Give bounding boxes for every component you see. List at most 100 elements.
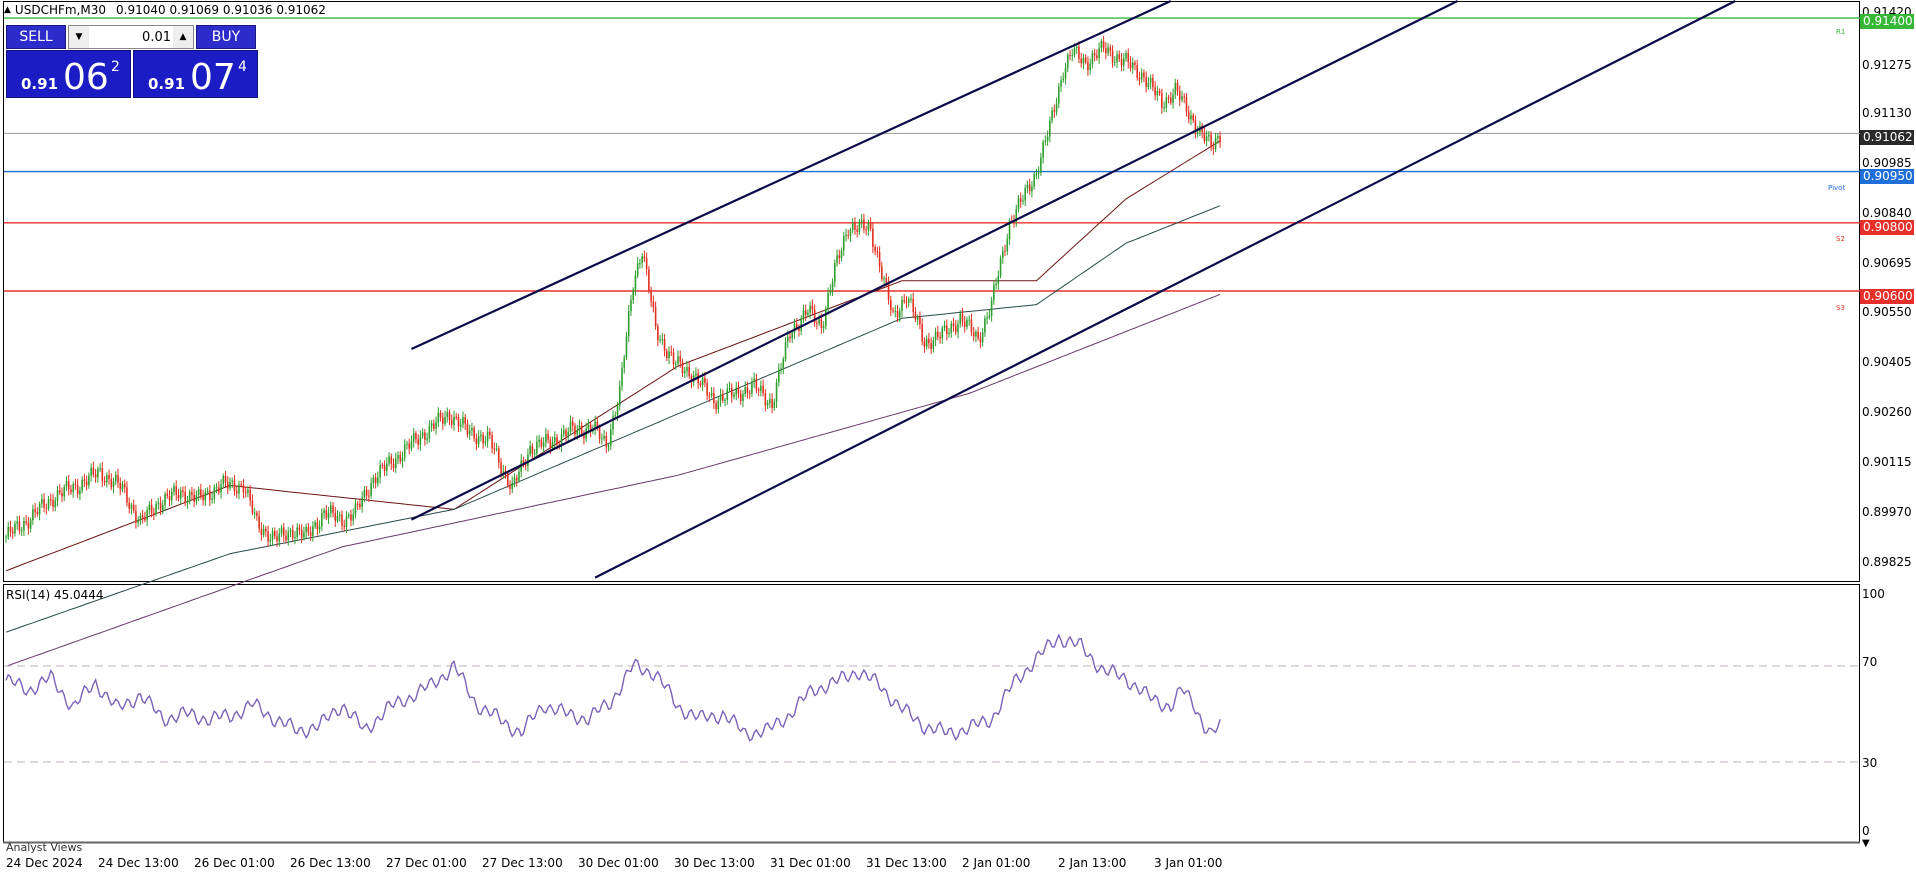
candle-body xyxy=(471,427,473,431)
price-axis-label: 0.90260 xyxy=(1862,405,1912,419)
candle-body xyxy=(462,417,464,425)
candle-body xyxy=(251,500,254,513)
candle-body xyxy=(811,305,814,310)
candle-body xyxy=(446,412,449,417)
candle-body xyxy=(610,429,612,446)
candle-body xyxy=(41,499,43,504)
candle-body xyxy=(977,331,979,339)
candle-body xyxy=(690,376,693,383)
sell-button[interactable]: SELL xyxy=(6,25,66,49)
candle-body xyxy=(681,361,684,374)
candle-body xyxy=(175,486,178,495)
ask-price-button[interactable]: 0.91 07 4 xyxy=(133,50,258,98)
trend-channel[interactable] xyxy=(410,0,1736,579)
candle-body xyxy=(1163,107,1165,109)
candle-body xyxy=(500,462,502,474)
candle-body xyxy=(1089,64,1091,71)
candle-body xyxy=(809,305,811,313)
candle-body xyxy=(390,456,393,464)
candle-body xyxy=(179,490,182,499)
candle-body xyxy=(47,499,50,509)
bid-price-button[interactable]: 0.91 06 2 xyxy=(6,50,131,98)
candle-body xyxy=(117,474,119,483)
candle-body xyxy=(1154,87,1156,96)
candle-body xyxy=(428,425,431,439)
candle-body xyxy=(710,392,713,397)
lot-increase-icon[interactable]: ▲ xyxy=(173,26,193,48)
candle-body xyxy=(625,336,628,358)
candle-body xyxy=(455,416,458,418)
candle-body xyxy=(795,324,798,329)
candle-body xyxy=(271,531,274,540)
lot-dropdown-icon[interactable]: ▼ xyxy=(69,26,89,48)
candle-body xyxy=(1071,55,1074,57)
candle-body xyxy=(1008,220,1011,239)
candle-body xyxy=(280,527,283,534)
candle-body xyxy=(547,433,549,440)
candle-body xyxy=(981,332,984,343)
candle-body xyxy=(533,453,536,455)
candle-body xyxy=(372,477,375,483)
candle-body xyxy=(213,487,216,499)
candle-body xyxy=(717,400,720,410)
buy-button[interactable]: BUY xyxy=(196,25,256,49)
candle-body xyxy=(509,485,511,489)
scroll-down-icon[interactable]: ▼ xyxy=(1862,838,1870,849)
candle-body xyxy=(513,477,516,483)
candle-body xyxy=(726,388,729,400)
candle-body xyxy=(574,425,576,435)
candle-body xyxy=(56,490,59,501)
rsi-axis-label: 100 xyxy=(1862,587,1885,601)
candle-body xyxy=(204,492,207,501)
candle-body xyxy=(220,484,222,493)
collapse-triangle-icon[interactable]: ▲ xyxy=(4,5,11,15)
candle-body xyxy=(296,527,298,538)
candle-body xyxy=(1172,94,1174,103)
candle-body xyxy=(386,463,388,471)
candle-body xyxy=(159,502,162,511)
candle-body xyxy=(782,359,785,369)
candle-body xyxy=(916,316,919,320)
candle-body xyxy=(910,298,912,300)
candle-body xyxy=(1147,82,1150,87)
candle-body xyxy=(262,528,265,535)
time-axis-label: 27 Dec 13:00 xyxy=(482,856,563,870)
candle-body xyxy=(1058,86,1060,104)
candle-body xyxy=(36,512,39,515)
candle-body xyxy=(345,516,348,528)
candle-body xyxy=(1190,115,1192,120)
candle-body xyxy=(1060,80,1062,87)
candle-body xyxy=(968,319,970,321)
candle-body xyxy=(1017,198,1020,209)
candle-body xyxy=(567,432,570,437)
candle-body xyxy=(695,373,697,376)
candle-body xyxy=(135,510,137,523)
candle-body xyxy=(442,417,444,424)
candle-body xyxy=(601,438,603,440)
candle-body xyxy=(506,472,509,486)
candle-body xyxy=(312,526,314,536)
candle-body xyxy=(851,223,854,230)
candle-body xyxy=(744,387,746,394)
candle-body xyxy=(1129,62,1132,69)
candle-body xyxy=(881,266,883,280)
candle-body xyxy=(1217,135,1219,139)
candle-body xyxy=(993,285,995,301)
lot-size-input[interactable] xyxy=(89,26,173,48)
candle-body xyxy=(722,394,724,401)
candle-body xyxy=(766,403,769,406)
analyst-views-tab[interactable]: Analyst Views xyxy=(6,842,83,854)
candle-body xyxy=(314,522,316,527)
candle-body xyxy=(81,479,83,491)
candle-body xyxy=(215,487,218,489)
candle-body xyxy=(235,491,238,494)
candle-body xyxy=(930,343,932,349)
candle-body xyxy=(957,323,959,333)
candle-body xyxy=(294,537,296,539)
candle-body xyxy=(67,481,70,490)
candle-body xyxy=(325,510,328,518)
candle-body xyxy=(1208,134,1210,137)
candle-body xyxy=(137,520,139,523)
candle-body xyxy=(979,338,982,343)
